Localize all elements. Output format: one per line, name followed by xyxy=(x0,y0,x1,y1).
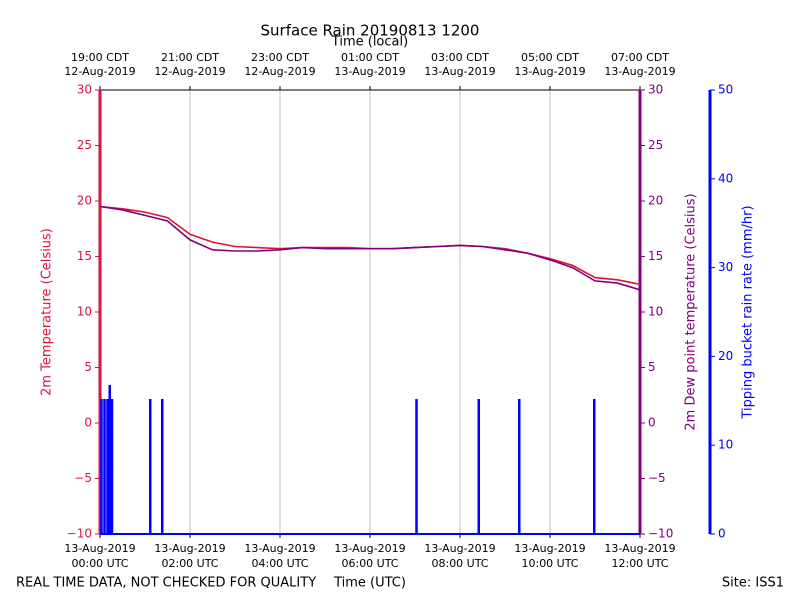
x-tick-label: 02:00 UTC xyxy=(161,557,218,570)
x-tick-label: 13-Aug-2019 xyxy=(244,542,315,555)
y3-tick-label: 0 xyxy=(718,527,726,541)
x-tick-label: 13-Aug-2019 xyxy=(154,542,225,555)
y3-axis-title: Tipping bucket rain rate (mm/hr) xyxy=(741,205,756,419)
y3-tick-label: 10 xyxy=(718,438,733,452)
top-x-tick-label: 13-Aug-2019 xyxy=(424,65,495,78)
x-tick-label: 12:00 UTC xyxy=(611,557,668,570)
y2-tick-label: 30 xyxy=(648,83,663,97)
top-x-tick-label: 13-Aug-2019 xyxy=(514,65,585,78)
y2-tick-label: 15 xyxy=(648,249,663,263)
x-tick-label: 08:00 UTC xyxy=(431,557,488,570)
series-line xyxy=(99,205,641,291)
y-tick-label: 25 xyxy=(77,138,92,152)
top-x-tick-label: 13-Aug-2019 xyxy=(334,65,405,78)
y2-tick-label: 25 xyxy=(648,138,663,152)
y2-tick-label: 0 xyxy=(648,416,656,430)
y-tick-label: 20 xyxy=(77,194,92,208)
chart-title: Surface Rain 20190813 1200 xyxy=(261,22,480,40)
x-tick-label: 06:00 UTC xyxy=(341,557,398,570)
y2-tick-label: 20 xyxy=(648,194,663,208)
top-x-tick-label: 19:00 CDT xyxy=(71,51,129,64)
x-tick-label: 13-Aug-2019 xyxy=(424,542,495,555)
y-tick-label: 0 xyxy=(84,416,92,430)
x-tick-label: 04:00 UTC xyxy=(251,557,308,570)
site-label: Site: ISS1 xyxy=(722,576,784,591)
y2-tick-label: 10 xyxy=(648,305,663,319)
y-tick-label: 30 xyxy=(77,83,92,97)
top-x-tick-label: 12-Aug-2019 xyxy=(154,65,225,78)
y-tick-label: 10 xyxy=(77,305,92,319)
x-tick-label: 13-Aug-2019 xyxy=(604,542,675,555)
footer-note: REAL TIME DATA, NOT CHECKED FOR QUALITY xyxy=(16,576,316,591)
top-x-tick-label: 12-Aug-2019 xyxy=(64,65,135,78)
y2-axis-title: 2m Dew point temperature (Celsius) xyxy=(684,193,699,430)
top-x-tick-label: 13-Aug-2019 xyxy=(604,65,675,78)
y2-tick-label: −5 xyxy=(648,471,666,485)
y3-tick-label: 20 xyxy=(718,349,733,363)
x-tick-label: 13-Aug-2019 xyxy=(334,542,405,555)
top-x-tick-label: 07:00 CDT xyxy=(611,51,669,64)
y3-tick-label: 30 xyxy=(718,260,733,274)
x-tick-label: 13-Aug-2019 xyxy=(64,542,135,555)
top-x-tick-label: 12-Aug-2019 xyxy=(244,65,315,78)
x-tick-label: 10:00 UTC xyxy=(521,557,578,570)
top-x-axis-title: Time (local) xyxy=(331,35,408,50)
y-axis-title: 2m Temperature (Celsius) xyxy=(40,228,55,396)
x-tick-label: 00:00 UTC xyxy=(71,557,128,570)
top-x-tick-label: 21:00 CDT xyxy=(161,51,219,64)
x-axis-title: Time (UTC) xyxy=(333,576,406,591)
top-x-tick-label: 03:00 CDT xyxy=(431,51,489,64)
y-tick-label: −10 xyxy=(67,527,92,541)
top-x-tick-label: 23:00 CDT xyxy=(251,51,309,64)
top-x-tick-label: 01:00 CDT xyxy=(341,51,399,64)
y2-tick-label: 5 xyxy=(648,360,656,374)
x-tick-label: 13-Aug-2019 xyxy=(514,542,585,555)
top-x-tick-label: 05:00 CDT xyxy=(521,51,579,64)
y3-tick-label: 50 xyxy=(718,83,733,97)
y2-tick-label: −10 xyxy=(648,527,673,541)
y3-tick-label: 40 xyxy=(718,171,733,185)
y-tick-label: 15 xyxy=(77,249,92,263)
y-tick-label: 5 xyxy=(84,360,92,374)
y-tick-label: −5 xyxy=(74,471,92,485)
